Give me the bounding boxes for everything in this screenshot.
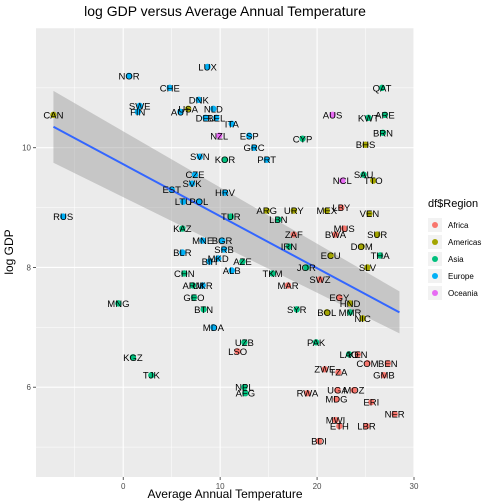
y-axis-label: log GDP [2, 229, 16, 274]
point-label: BWA [325, 230, 347, 241]
point-label: TUR [221, 212, 241, 223]
point-label: NOR [118, 71, 139, 82]
legend-label: Europe [448, 272, 474, 281]
point-label: ECU [321, 251, 341, 262]
point-label: NER [385, 410, 405, 421]
point-label: BLR [173, 248, 192, 259]
point-label: LBN [269, 215, 288, 226]
legend-label: Asia [448, 255, 464, 264]
legend: df$Region Africa Americas Asia Europe Oceani… [428, 198, 481, 300]
point-label: MNE [192, 236, 213, 247]
point-label: ETH [330, 422, 349, 433]
point-label: EST [162, 185, 181, 196]
point-label: AFG [236, 389, 256, 400]
point-label: SWZ [309, 275, 330, 286]
x-axis-label: Average Annual Temperature [148, 487, 303, 501]
legend-key [432, 239, 438, 245]
point-label: BEL [207, 113, 225, 124]
point-label: TZA [329, 368, 348, 379]
point-label: TJK [143, 371, 161, 382]
point-label: ERI [363, 398, 379, 409]
y-tick-label: 6 [27, 383, 32, 392]
point-label: ZAF [285, 230, 303, 241]
point-label: BDI [311, 437, 327, 448]
point-label: BOL [317, 308, 336, 319]
point-label: CHN [174, 269, 195, 280]
legend-title: df$Region [428, 198, 478, 210]
point-label: BHS [356, 140, 376, 151]
point-label: SYR [287, 305, 307, 316]
point-label: CHE [160, 83, 180, 94]
point-label: CYP [293, 134, 313, 145]
point-label: NIC [354, 314, 371, 325]
point-label: TTO [364, 176, 383, 187]
point-label: BTN [194, 305, 213, 316]
point-label: HRV [215, 188, 236, 199]
point-label: JOR [297, 263, 316, 274]
legend-label: Americas [448, 238, 481, 247]
point-label: BRN [373, 128, 393, 139]
point-label: ITA [225, 119, 240, 130]
point-label: KOR [215, 155, 236, 166]
point-label: UKR [193, 281, 213, 292]
y-tick-label: 8 [27, 263, 32, 272]
point-label: BIH [202, 257, 218, 268]
point-label: THA [371, 251, 391, 262]
point-label: AUT [171, 107, 190, 118]
point-label: DOM [351, 242, 373, 253]
point-label: LSO [228, 347, 247, 358]
point-label: LBY [332, 203, 351, 214]
point-label: GMB [373, 371, 395, 382]
point-label: COM [356, 359, 378, 370]
point-label: IRN [281, 242, 298, 253]
point-label: FIN [130, 107, 145, 118]
point-label: KWT [358, 113, 379, 124]
y-axis-ticks: 6 8 10 [22, 144, 36, 392]
point-label: GEO [183, 293, 204, 304]
point-label: LUX [198, 62, 217, 73]
point-label: SLV [359, 263, 377, 274]
legend-label: Oceania [448, 289, 478, 298]
point-label: LBR [357, 422, 376, 433]
point-label: MDA [203, 323, 225, 334]
legend-label: Africa [448, 221, 469, 230]
point-label: PRT [257, 155, 276, 166]
legend-key [432, 256, 438, 262]
point-label: PAK [307, 338, 326, 349]
point-label: KGZ [123, 353, 143, 364]
x-tick-label: 0 [121, 482, 126, 491]
legend-key [432, 290, 438, 296]
point-label: SUR [367, 230, 387, 241]
point-label: ALB [223, 266, 241, 277]
point-label: SVK [183, 179, 203, 190]
point-label: MAR [277, 281, 298, 292]
x-tick-label: 20 [313, 482, 322, 491]
point-label: QAT [373, 83, 392, 94]
point-label: TKM [262, 269, 282, 280]
point-label: CAN [43, 110, 63, 121]
point-label: MDG [325, 395, 347, 406]
point-label: GRC [244, 143, 265, 154]
point-label: SVN [190, 152, 210, 163]
legend-key [432, 273, 438, 279]
point-label: VEN [360, 209, 380, 220]
point-label: ESP [240, 131, 259, 142]
point-label: NCL [333, 176, 352, 187]
point-label: POL [189, 197, 208, 208]
point-label: NZL [210, 131, 228, 142]
y-tick-label: 10 [22, 144, 31, 153]
point-label: BEN [378, 359, 398, 370]
chart-title: log GDP versus Average Annual Temperatur… [84, 3, 366, 19]
legend-key [432, 222, 438, 228]
point-label: RUS [53, 212, 73, 223]
point-label: KAZ [173, 224, 192, 235]
point-label: AUS [323, 110, 343, 121]
point-label: MNG [107, 299, 129, 310]
point-label: RWA [297, 389, 319, 400]
x-tick-label: 30 [410, 482, 419, 491]
